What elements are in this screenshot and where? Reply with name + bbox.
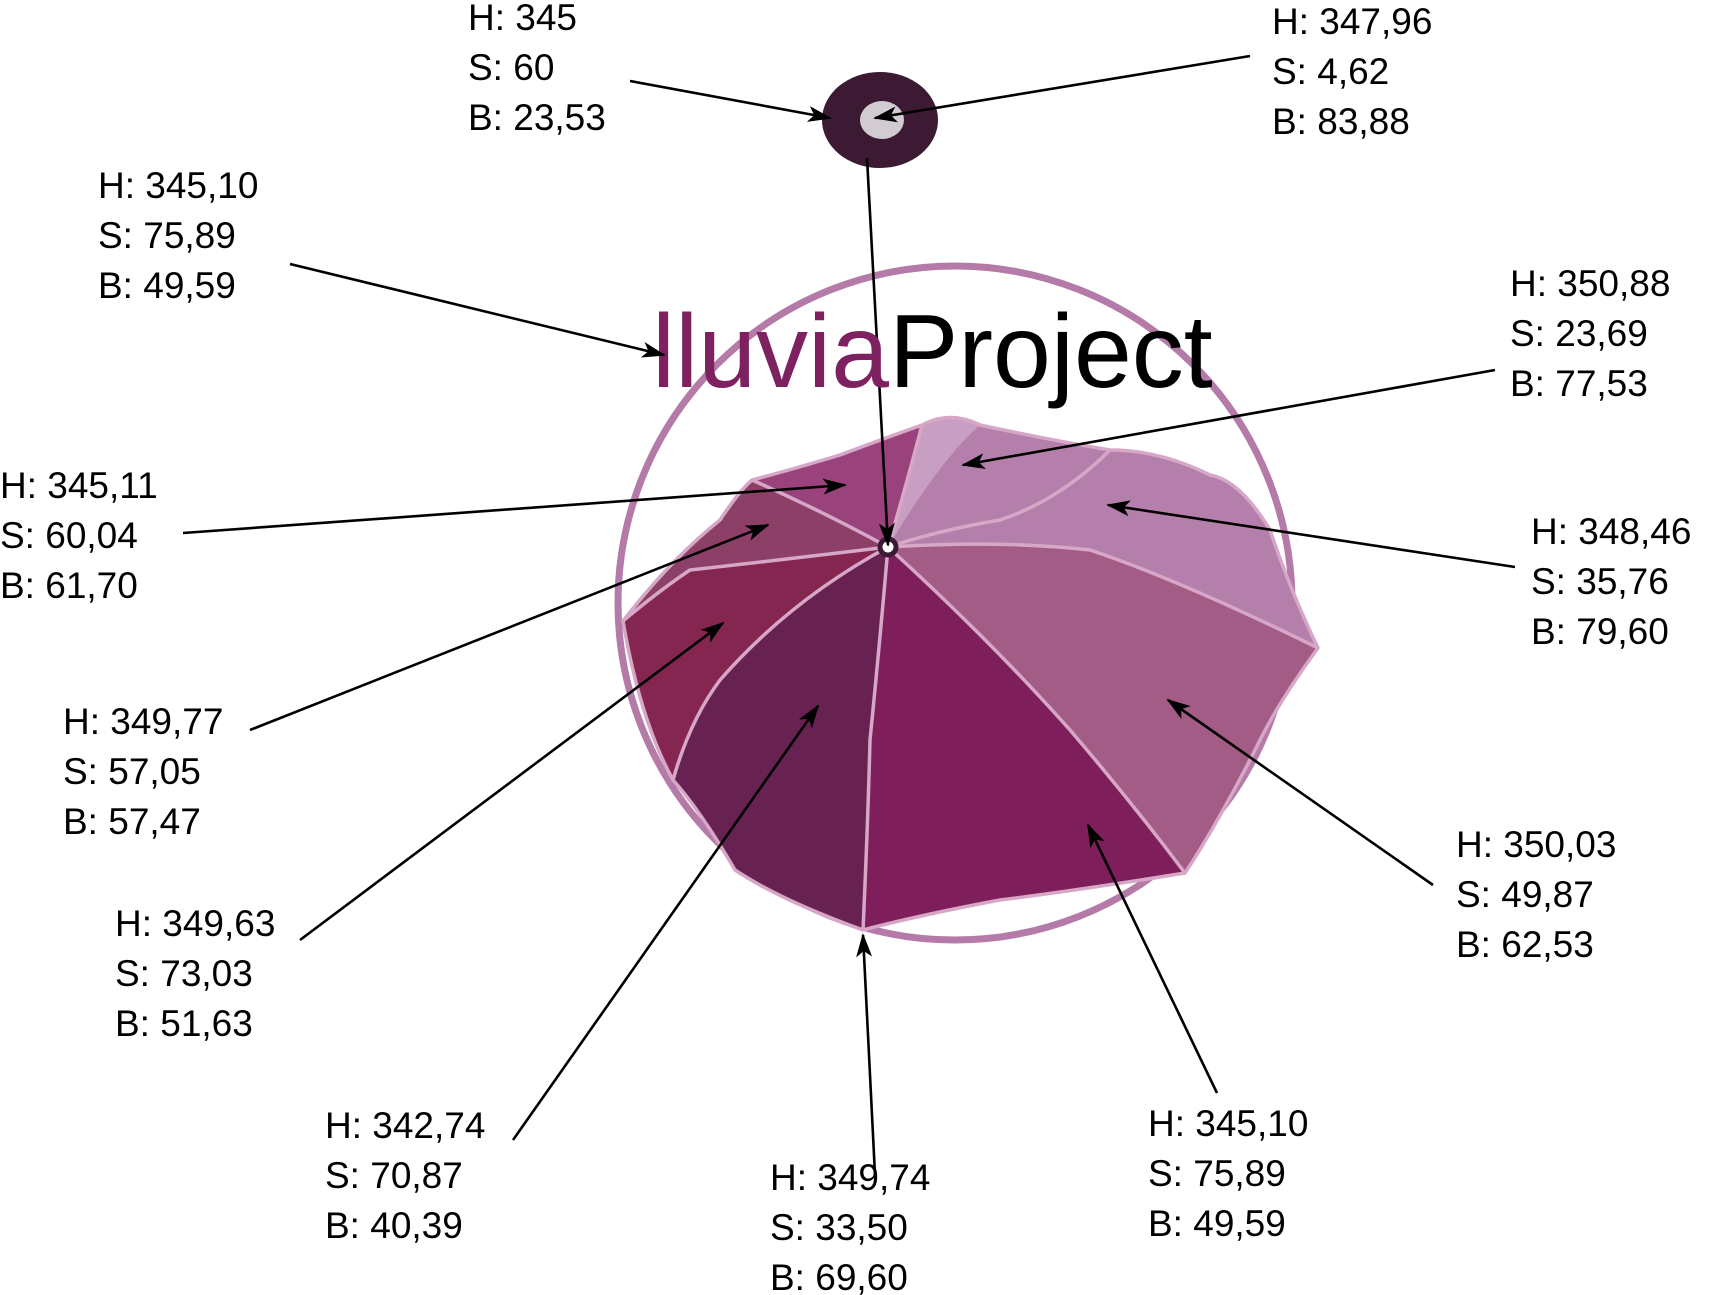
logo-text: lluviaProject [652, 294, 1213, 410]
panel-red [623, 547, 888, 780]
b-value: B: 69,60 [770, 1257, 908, 1295]
arrow-panel-light-mid [1106, 500, 1516, 569]
s-value: S: 60,04 [0, 515, 138, 556]
callout-tip-outer: H: 345 S: 60 B: 23,53 [468, 0, 606, 138]
panel-light-mid [888, 425, 1318, 648]
arrow-panel-red [299, 621, 725, 942]
callout-panel-mid: H: 350,03 S: 49,87 B: 62,53 [1456, 824, 1627, 965]
h-value: H: 349,74 [770, 1157, 930, 1198]
b-value: B: 62,53 [1456, 924, 1594, 965]
callout-panel-red: H: 349,63 S: 73,03 B: 51,63 [115, 903, 286, 1044]
s-value: S: 75,89 [98, 215, 236, 256]
arrow-panel-mid [1166, 698, 1434, 887]
arrow-tip-outer [629, 79, 832, 122]
callout-panel-light-mid: H: 348,46 S: 35,76 B: 79,60 [1531, 511, 1702, 652]
logo-part1: lluvia [652, 294, 889, 410]
tip-inner-ellipse [860, 101, 904, 139]
h-value: H: 345,11 [0, 465, 158, 506]
umbrella-tip [822, 72, 938, 168]
h-value: H: 349,77 [63, 701, 223, 742]
s-value: S: 35,76 [1531, 561, 1669, 602]
seam-6 [621, 545, 889, 623]
callout-logo-text: H: 345,10 S: 75,89 B: 49,59 [98, 165, 269, 306]
panel-mid [888, 544, 1318, 873]
s-value: S: 49,87 [1456, 874, 1594, 915]
panel-left-upper [623, 480, 888, 621]
b-value: B: 40,39 [325, 1205, 463, 1246]
h-value: H: 345,10 [1148, 1103, 1308, 1144]
arrow-panel-back [182, 478, 847, 535]
b-value: B: 61,70 [0, 565, 138, 606]
arrow-tip-inner [873, 54, 1251, 123]
callout-panel-front: H: 345,10 S: 75,89 B: 49,59 [1148, 1103, 1319, 1244]
arrow-ring [856, 933, 877, 1176]
seam-1 [887, 448, 1112, 549]
logo-part2: Project [889, 294, 1213, 410]
h-value: H: 345 [468, 0, 577, 38]
callout-panel-dark: H: 342,74 S: 70,87 B: 40,39 [325, 1105, 496, 1246]
callout-ring: H: 349,74 S: 33,50 B: 69,60 [770, 1157, 941, 1295]
b-value: B: 79,60 [1531, 611, 1669, 652]
b-value: B: 23,53 [468, 97, 606, 138]
s-value: S: 73,03 [115, 953, 253, 994]
callout-panel-back: H: 345,11 S: 60,04 B: 61,70 [0, 465, 168, 606]
h-value: H: 342,74 [325, 1105, 485, 1146]
arrow-panel-left-upper [249, 523, 770, 732]
b-value: B: 83,88 [1272, 101, 1410, 142]
seam-2 [887, 542, 1319, 650]
s-value: S: 57,05 [63, 751, 201, 792]
h-value: H: 348,46 [1531, 511, 1691, 552]
h-value: H: 350,03 [1456, 824, 1616, 865]
h-value: H: 345,10 [98, 165, 258, 206]
seam-4 [861, 546, 890, 931]
h-value: H: 347,96 [1272, 1, 1432, 42]
b-value: B: 49,59 [98, 265, 236, 306]
seam-5 [671, 545, 889, 781]
umbrella-edge [621, 415, 1320, 932]
b-value: B: 51,63 [115, 1003, 253, 1044]
arrow-panel-dark [511, 704, 820, 1141]
callout-tip-inner: H: 347,96 S: 4,62 B: 83,88 [1272, 1, 1443, 142]
stem-arrow [865, 157, 895, 547]
s-value: S: 23,69 [1510, 313, 1648, 354]
s-value: S: 75,89 [1148, 1153, 1286, 1194]
h-value: H: 350,88 [1510, 263, 1670, 304]
h-value: H: 349,63 [115, 903, 275, 944]
b-value: B: 77,53 [1510, 363, 1648, 404]
s-value: S: 33,50 [770, 1207, 908, 1248]
callout-panel-light: H: 350,88 S: 23,69 B: 77,53 [1510, 263, 1681, 404]
callout-panel-left-upper: H: 349,77 S: 57,05 B: 57,47 [63, 701, 234, 842]
s-value: S: 4,62 [1272, 51, 1389, 92]
s-value: S: 70,87 [325, 1155, 463, 1196]
arrow-panel-light [961, 368, 1496, 470]
s-value: S: 60 [468, 47, 554, 88]
seam-7 [751, 478, 889, 549]
seam-3 [886, 545, 1187, 875]
callout-arrows [182, 54, 1516, 1176]
b-value: B: 49,59 [1148, 1203, 1286, 1244]
b-value: B: 57,47 [63, 801, 201, 842]
arrow-panel-front [1086, 823, 1219, 1094]
arrow-logo-text [289, 262, 666, 358]
